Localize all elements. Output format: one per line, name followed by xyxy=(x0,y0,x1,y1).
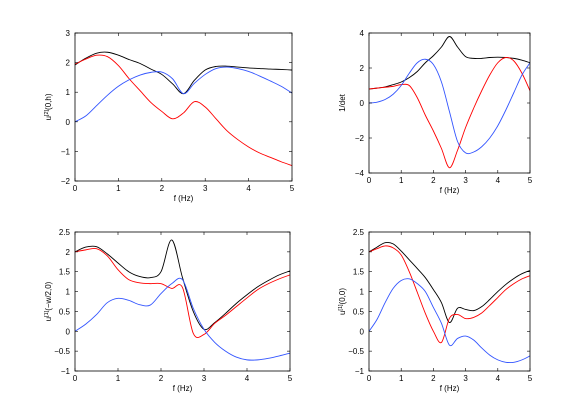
bottom-right-ytick-label: 2 xyxy=(360,248,365,257)
bottom-right-chart: 0 1 2 3 4 5 −1 −0.5 0 0.5 1 1.5 2 2.5 f (Hz) u[1](0,0) xyxy=(338,228,533,393)
bottom-left-series-blue xyxy=(75,277,290,361)
bottom-right-xtick-label: 2 xyxy=(431,374,436,383)
bottom-left-xtick-label: 3 xyxy=(202,374,207,383)
bottom-left-xtick-label: 1 xyxy=(116,374,121,383)
bottom-left-series-black xyxy=(75,239,290,331)
top-right-xtick-label: 3 xyxy=(463,176,468,185)
bottom-right-xtick-label: 1 xyxy=(399,374,404,383)
bottom-left-ytick-label: 1 xyxy=(66,288,71,297)
top-left-ytick-label: 0 xyxy=(66,118,71,127)
top-left-plot-area xyxy=(75,51,292,167)
bottom-right-ytick-label: −1 xyxy=(355,367,365,376)
bottom-left-axes-frame xyxy=(74,231,291,372)
top-left-xtick-label: 0 xyxy=(73,184,78,193)
top-right-xtick-label: 1 xyxy=(399,176,404,185)
top-right-plot-area xyxy=(369,36,530,169)
top-left-xtick-label: 3 xyxy=(203,184,208,193)
bottom-right-xtick-label: 3 xyxy=(463,374,468,383)
bottom-left-ytick-label: 0.5 xyxy=(59,307,71,316)
bottom-right-series-red xyxy=(369,245,530,344)
top-right-xtick-label: 0 xyxy=(367,176,372,185)
top-right-chart: 0 1 2 3 4 5 −4 −2 0 2 4 f (Hz) 1/det xyxy=(338,29,533,195)
top-right-ytick-label: 4 xyxy=(360,29,365,38)
top-right-series-black xyxy=(369,36,530,90)
top-right-x-axis-label: f (Hz) xyxy=(440,186,460,195)
bottom-right-ytick-label: 2.5 xyxy=(353,228,365,237)
bottom-left-ytick-label: −0.5 xyxy=(54,347,70,356)
bottom-right-ytick-label: −0.5 xyxy=(348,347,364,356)
top-left-ytick-label: −1 xyxy=(61,147,71,156)
top-left-x-axis-label: f (Hz) xyxy=(174,194,194,203)
top-left-ytick-label: 3 xyxy=(66,29,71,38)
top-left-series-blue xyxy=(75,66,292,123)
bottom-right-y-axis-label: u[1](0,0) xyxy=(338,288,347,315)
top-left-series-red xyxy=(75,54,292,167)
bottom-left-ytick-label: −1 xyxy=(61,367,71,376)
top-left-axes-frame xyxy=(74,32,293,182)
bottom-left-xtick-label: 5 xyxy=(288,374,293,383)
top-right-ytick-label: −4 xyxy=(355,169,365,178)
bottom-left-chart: 0 1 2 3 4 5 −1 −0.5 0 0.5 1 1.5 2 2.5 f (Hz) u[1](−w/2,… xyxy=(44,228,293,393)
bottom-left-xtick-label: 2 xyxy=(159,374,164,383)
bottom-right-series-black xyxy=(369,242,530,323)
top-left-y-axis-label: u[2](0,h) xyxy=(44,93,53,120)
bottom-left-y-axis-label: u[1](−w/2,0) xyxy=(44,281,53,321)
top-right-y-axis-label: 1/det xyxy=(338,93,347,112)
bottom-left-plot-area xyxy=(75,239,290,361)
bottom-right-ytick-label: 0.5 xyxy=(353,307,365,316)
top-right-xtick-label: 2 xyxy=(431,176,436,185)
bottom-left-x-axis-label: f (Hz) xyxy=(173,384,193,393)
bottom-right-xtick-label: 5 xyxy=(528,374,533,383)
top-right-xtick-label: 5 xyxy=(528,176,533,185)
bottom-right-ytick-label: 1.5 xyxy=(353,268,365,277)
bottom-right-xtick-label: 0 xyxy=(367,374,372,383)
bottom-left-ytick-label: 2.5 xyxy=(59,228,71,237)
top-left-chart: 0 1 2 3 4 5 −2 −1 0 1 2 3 f (Hz) u[2](0,h) xyxy=(44,29,295,203)
bottom-right-ytick-label: 1 xyxy=(360,288,365,297)
bottom-left-series-red xyxy=(75,247,290,338)
bottom-left-ytick-label: 1.5 xyxy=(59,268,71,277)
top-right-xtick-label: 4 xyxy=(496,176,501,185)
bottom-right-plot-area xyxy=(369,242,530,364)
top-right-axes-frame xyxy=(368,32,531,174)
bottom-left-ytick-label: 0 xyxy=(66,327,71,336)
top-right-ytick-label: 0 xyxy=(360,99,365,108)
top-right-ytick-label: −2 xyxy=(355,134,365,143)
top-left-series-black xyxy=(75,51,292,95)
top-right-series-red xyxy=(369,57,530,169)
bottom-left-xtick-label: 0 xyxy=(73,374,78,383)
bottom-right-ytick-label: 0 xyxy=(360,327,365,336)
bottom-right-x-axis-label: f (Hz) xyxy=(440,384,460,393)
bottom-right-series-blue xyxy=(369,278,530,364)
top-right-ytick-label: 2 xyxy=(360,64,365,73)
top-right-series-blue xyxy=(369,58,530,155)
bottom-left-ytick-label: 2 xyxy=(66,248,71,257)
bottom-right-axes-frame xyxy=(368,231,531,372)
bottom-left-xtick-label: 4 xyxy=(245,374,250,383)
top-left-xtick-label: 1 xyxy=(116,184,121,193)
top-left-xtick-label: 2 xyxy=(160,184,165,193)
top-left-xtick-label: 4 xyxy=(246,184,251,193)
bottom-right-xtick-label: 4 xyxy=(496,374,501,383)
top-left-ytick-label: 1 xyxy=(66,88,71,97)
top-left-xtick-label: 5 xyxy=(290,184,295,193)
top-left-ytick-label: 2 xyxy=(66,59,71,68)
top-left-ytick-label: −2 xyxy=(61,177,71,186)
